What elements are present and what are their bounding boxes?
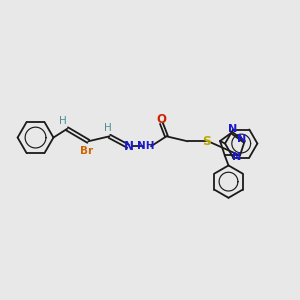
Text: H: H <box>104 123 112 134</box>
Text: N: N <box>232 152 242 162</box>
Text: H: H <box>59 116 67 126</box>
Text: S: S <box>202 134 211 148</box>
Text: N: N <box>124 140 134 153</box>
Text: N: N <box>228 124 237 134</box>
Text: NH: NH <box>137 141 155 151</box>
Text: N: N <box>237 134 246 143</box>
Text: O: O <box>156 113 166 126</box>
Text: Br: Br <box>80 146 94 156</box>
